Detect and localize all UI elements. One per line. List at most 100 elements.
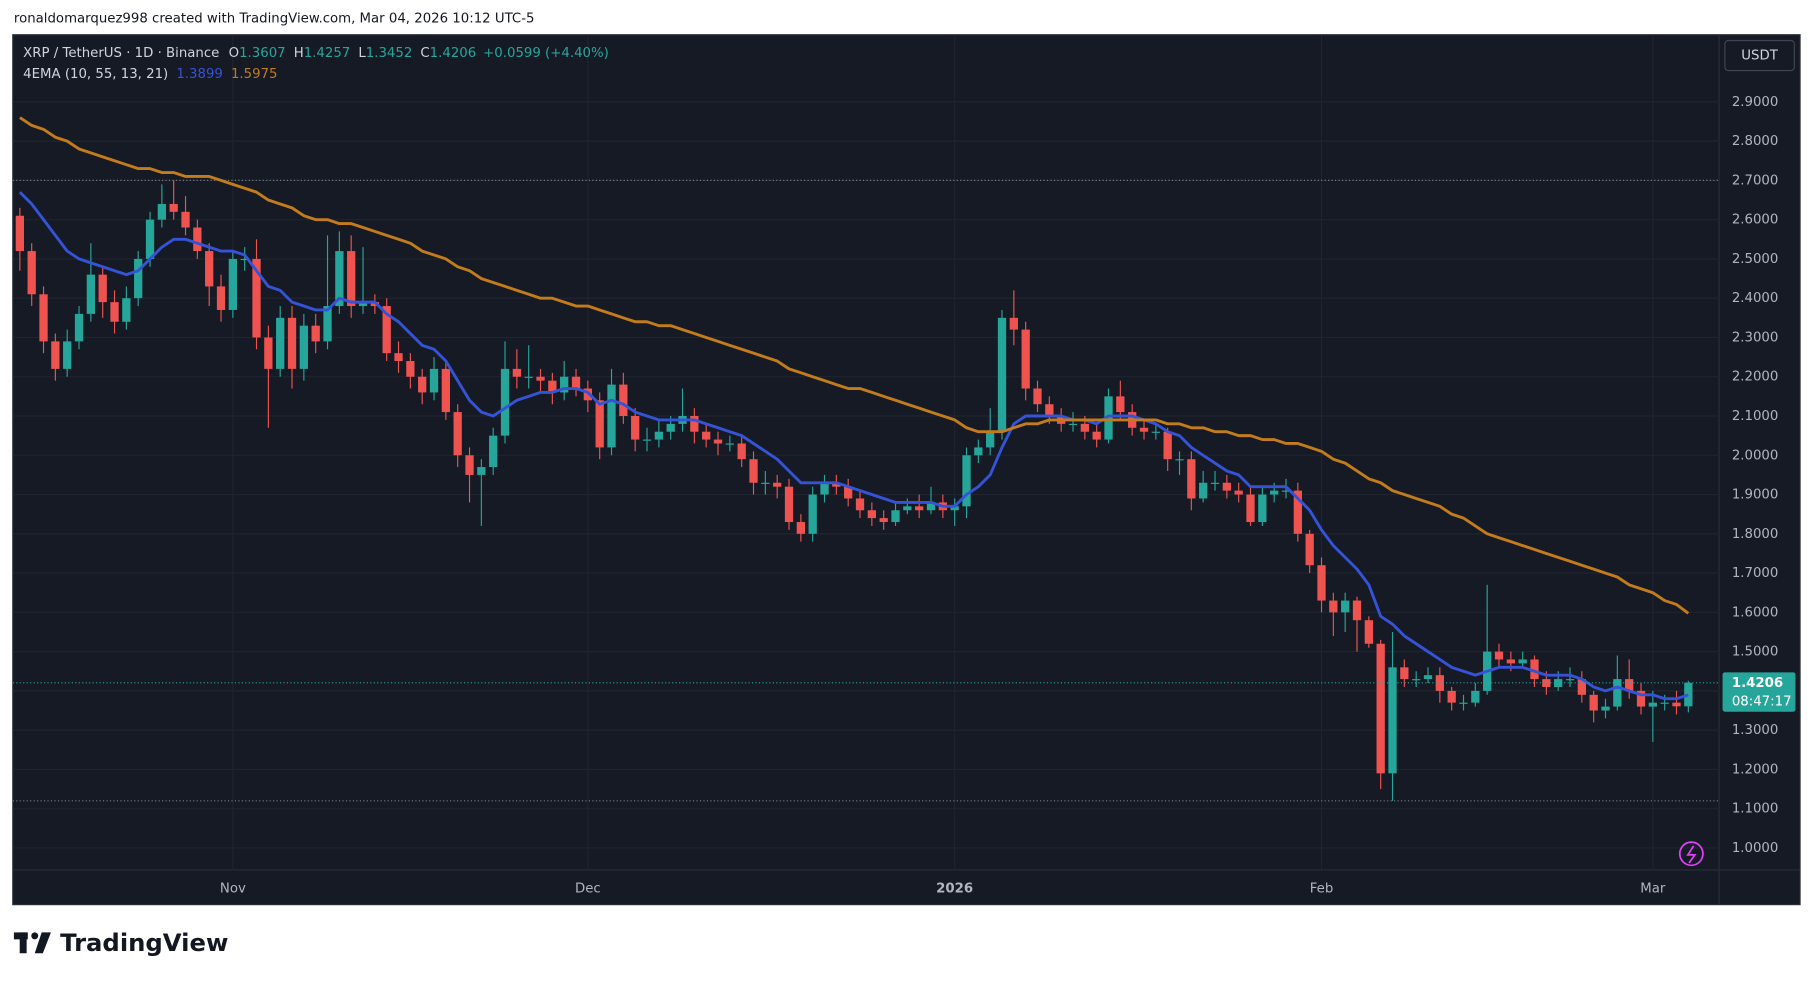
y-tick-label: 2.9000 <box>1732 95 1779 110</box>
candle-body <box>1234 490 1243 495</box>
y-tick-label: 2.7000 <box>1732 173 1779 188</box>
candle-body <box>1080 423 1089 432</box>
x-tick-label: Nov <box>220 881 246 896</box>
alert-icon[interactable] <box>1678 841 1704 867</box>
candle-body <box>299 325 308 369</box>
candle-body <box>512 368 521 377</box>
candle-body <box>986 431 995 448</box>
candle-body <box>1222 482 1231 491</box>
candle-body <box>524 376 533 378</box>
candle-body <box>1305 533 1314 566</box>
candle-body <box>418 376 427 393</box>
y-tick-label: 1.6000 <box>1732 605 1779 620</box>
candle-body <box>1613 679 1622 707</box>
chart-pane <box>12 34 1801 906</box>
brand: TradingView <box>60 928 228 957</box>
y-tick-label: 2.6000 <box>1732 213 1779 228</box>
candle-body <box>642 439 652 441</box>
candle-body <box>891 510 900 523</box>
candle-body <box>1246 494 1255 523</box>
candle-body <box>1364 620 1373 644</box>
candle-body <box>808 494 817 534</box>
candle-body <box>725 443 734 445</box>
candle-body <box>1092 431 1101 440</box>
candle-body <box>619 384 628 417</box>
candle-body <box>394 353 403 362</box>
candle-body <box>1376 643 1385 774</box>
candle-body <box>1068 423 1078 426</box>
candle-body <box>773 482 782 487</box>
candle-body <box>335 251 344 307</box>
y-tick-label: 1.3000 <box>1732 723 1779 738</box>
candle-body <box>311 325 320 342</box>
candle-body <box>796 522 805 534</box>
candle-body <box>1352 600 1362 621</box>
candle-body <box>98 274 107 303</box>
ohlc-label: H <box>294 46 304 61</box>
y-tick-label: 1.2000 <box>1732 762 1779 777</box>
candle-body <box>358 302 368 307</box>
candle-body <box>607 384 616 448</box>
candle-body <box>1210 482 1220 484</box>
candle-body <box>228 258 238 310</box>
legend: 4EMA (10, 55, 13, 21) 1.3899 1.5975 <box>23 67 277 82</box>
ohlc-label: L <box>358 46 366 61</box>
candle-body <box>702 431 711 440</box>
candle-body <box>1139 427 1149 432</box>
candle-body <box>926 502 936 511</box>
alert-icon-bolt <box>1686 845 1697 864</box>
change: +0.0599 (+4.40%) <box>483 46 609 61</box>
currency-box[interactable] <box>1724 39 1795 72</box>
candle-body <box>631 416 640 440</box>
candle-body <box>465 455 474 475</box>
candle-body <box>406 361 415 377</box>
candle-body <box>110 302 119 322</box>
candle-body <box>287 317 297 369</box>
candle-body <box>15 215 25 252</box>
candle-body <box>276 317 285 369</box>
candle-body <box>1660 702 1669 704</box>
logo-mark <box>34 932 51 954</box>
candle-body <box>974 447 983 456</box>
candle-body <box>382 306 391 354</box>
candle-body <box>749 459 758 483</box>
candle-body <box>1494 651 1504 660</box>
candle-body <box>74 313 84 342</box>
y-tick-label: 1.1000 <box>1732 802 1779 817</box>
ema-line <box>19 116 1690 615</box>
ohlc-label: O <box>229 46 239 61</box>
ema-line <box>18 191 1689 701</box>
candle-body <box>832 482 841 487</box>
candle-body <box>879 518 888 523</box>
candle-body <box>122 298 131 322</box>
candle-body <box>820 482 829 495</box>
x-tick-label: Mar <box>1640 881 1666 896</box>
x-tick-label: Dec <box>575 881 601 896</box>
candle-body <box>323 306 332 342</box>
candle-body <box>1447 690 1456 703</box>
candle-body <box>690 416 699 432</box>
candle-body <box>1648 702 1657 707</box>
y-tick-label: 2.5000 <box>1732 252 1779 267</box>
candle-body <box>63 341 72 369</box>
candle-body <box>666 423 675 432</box>
indicator-value: 1.3899 <box>176 67 223 82</box>
candle-body <box>145 219 155 259</box>
y-tick-label: 2.0000 <box>1732 448 1779 463</box>
grid <box>12 34 1720 870</box>
ohlc-value: 1.3452 <box>366 46 413 61</box>
ohlc-value: 1.4257 <box>304 46 351 61</box>
candle-body <box>181 211 190 228</box>
y-tick-label: 2.8000 <box>1732 134 1779 149</box>
candle-body <box>1116 396 1125 413</box>
ohlc-label: C <box>420 46 429 61</box>
candle-body <box>1163 431 1172 460</box>
candle-body <box>1636 690 1646 707</box>
candle-body <box>1104 396 1113 440</box>
currency[interactable]: USDT <box>1741 49 1778 64</box>
candle-body <box>1151 431 1160 433</box>
logo-mark <box>31 932 39 940</box>
candle-body <box>205 251 214 287</box>
candle-body <box>51 341 60 369</box>
